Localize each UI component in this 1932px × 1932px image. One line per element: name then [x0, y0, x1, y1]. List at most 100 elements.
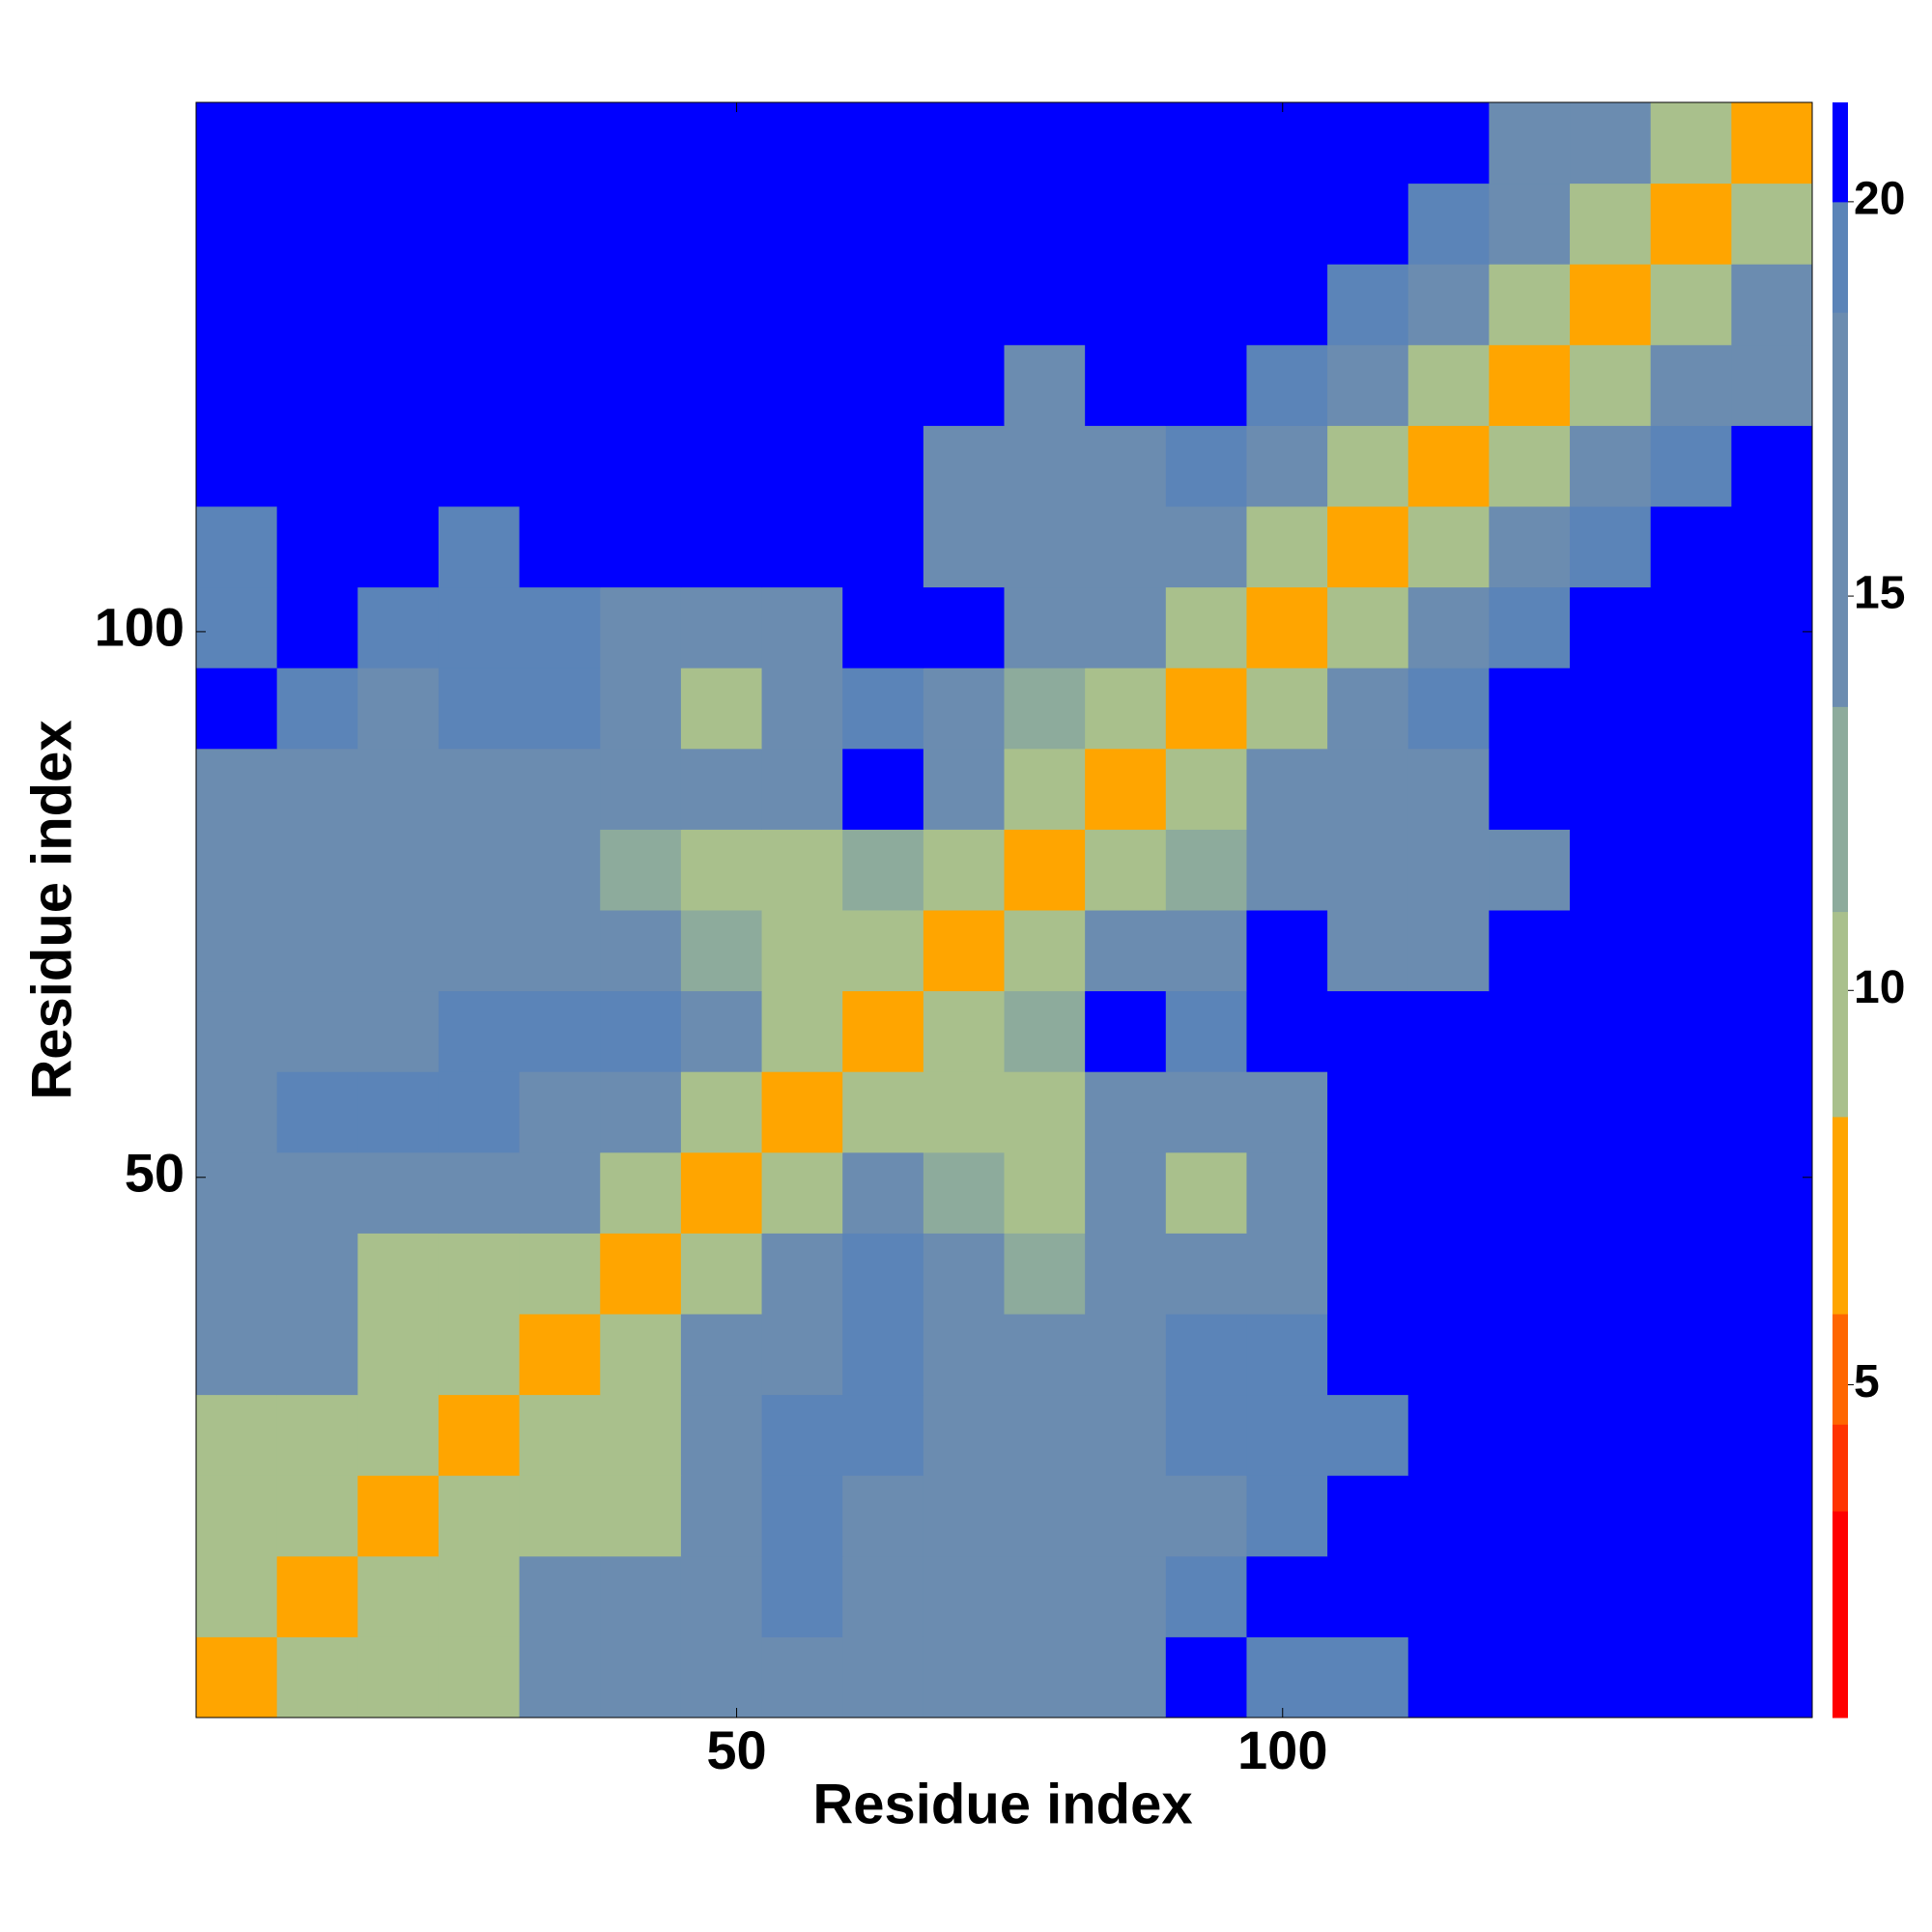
heat-cell: [196, 264, 278, 346]
heat-cell: [923, 829, 1005, 911]
colorbar-band: [1833, 1424, 1848, 1512]
heat-cell: [1327, 1475, 1409, 1557]
heat-cell: [680, 264, 763, 346]
heat-cell: [1489, 264, 1571, 346]
heat-cell: [680, 1636, 763, 1719]
heat-cell: [680, 1555, 763, 1637]
heat-cell: [680, 668, 763, 750]
heat-cell: [680, 506, 763, 588]
heat-cell: [842, 1636, 924, 1719]
heat-cell: [196, 1071, 278, 1153]
heat-cell: [1246, 668, 1328, 750]
heat-cell: [1246, 264, 1328, 346]
heat-cell: [761, 183, 843, 265]
x-tick-label: 100: [1237, 1719, 1327, 1780]
heat-cell: [761, 1555, 843, 1637]
heat-cell: [1650, 586, 1732, 668]
heat-cell: [761, 344, 843, 426]
heat-cell: [1407, 425, 1490, 507]
heat-cell: [1650, 1071, 1732, 1153]
heat-cell: [519, 586, 601, 668]
heat-cell: [842, 829, 924, 911]
heat-cell: [923, 1555, 1005, 1637]
heat-cell: [1004, 1071, 1086, 1153]
heat-cell: [1650, 1233, 1732, 1315]
colorbar-band: [1833, 1314, 1848, 1425]
heat-cell: [1731, 668, 1813, 750]
heat-cell: [357, 990, 440, 1072]
heat-cell: [1004, 1314, 1086, 1396]
heat-cell: [1165, 748, 1247, 830]
heat-cell: [1004, 990, 1086, 1072]
heat-cell: [1004, 425, 1086, 507]
heat-cell: [1165, 1394, 1247, 1476]
heat-cell: [600, 102, 682, 185]
heat-cell: [196, 990, 278, 1072]
heat-cell: [680, 748, 763, 830]
heat-cell: [1004, 1394, 1086, 1476]
heat-cell: [357, 1394, 440, 1476]
heat-cell: [1246, 1475, 1328, 1557]
heat-cell: [600, 1394, 682, 1476]
heat-cell: [923, 264, 1005, 346]
heat-cell: [1650, 1555, 1732, 1637]
heat-cell: [1246, 425, 1328, 507]
heat-cell: [438, 829, 521, 911]
heat-cell: [1246, 1394, 1328, 1476]
heatmap: [196, 102, 1813, 1719]
heat-cell: [1650, 1314, 1732, 1396]
heat-cell: [923, 910, 1005, 992]
heat-cell: [1731, 102, 1813, 185]
heat-cell: [842, 668, 924, 750]
heat-cell: [1489, 829, 1571, 911]
heat-cell: [680, 1314, 763, 1396]
heat-cell: [438, 1555, 521, 1637]
heat-cell: [438, 425, 521, 507]
heat-cell: [761, 829, 843, 911]
heat-cell: [1327, 910, 1409, 992]
heat-cell: [438, 102, 521, 185]
heat-cell: [1085, 506, 1167, 588]
x-tick-label: 50: [706, 1719, 766, 1780]
heat-cell: [196, 748, 278, 830]
heat-cell: [923, 668, 1005, 750]
heat-cell: [1085, 1151, 1167, 1234]
heat-cell: [1165, 1233, 1247, 1315]
heat-cell: [1731, 910, 1813, 992]
heat-cell: [761, 425, 843, 507]
heat-cell: [1407, 668, 1490, 750]
heat-cell: [1407, 586, 1490, 668]
heat-cell: [1731, 425, 1813, 507]
heat-cell: [1085, 1475, 1167, 1557]
heat-cell: [1327, 1151, 1409, 1234]
heat-cell: [1246, 1071, 1328, 1153]
heat-cell: [1489, 1151, 1571, 1234]
heat-cell: [276, 183, 358, 265]
heat-cell: [276, 748, 358, 830]
heat-cell: [357, 668, 440, 750]
heat-cell: [519, 1555, 601, 1637]
heat-cell: [1650, 829, 1732, 911]
heat-cell: [1085, 425, 1167, 507]
heat-cell: [1731, 1555, 1813, 1637]
heat-cell: [357, 1071, 440, 1153]
heat-cell: [842, 183, 924, 265]
heat-cell: [761, 1636, 843, 1719]
heat-cell: [1570, 1314, 1652, 1396]
heat-cell: [1085, 344, 1167, 426]
heat-cell: [1650, 344, 1732, 426]
heat-cell: [1407, 183, 1490, 265]
heat-cell: [1246, 910, 1328, 992]
heat-cell: [276, 1233, 358, 1315]
heat-cell: [1327, 748, 1409, 830]
heat-cell: [842, 1071, 924, 1153]
heat-cell: [276, 506, 358, 588]
heat-cell: [519, 1475, 601, 1557]
heat-cell: [600, 344, 682, 426]
heat-cell: [519, 264, 601, 346]
heat-cell: [519, 668, 601, 750]
heat-cell: [1085, 748, 1167, 830]
heat-cell: [1731, 1233, 1813, 1315]
heat-cell: [1165, 1475, 1247, 1557]
heat-cell: [1165, 586, 1247, 668]
